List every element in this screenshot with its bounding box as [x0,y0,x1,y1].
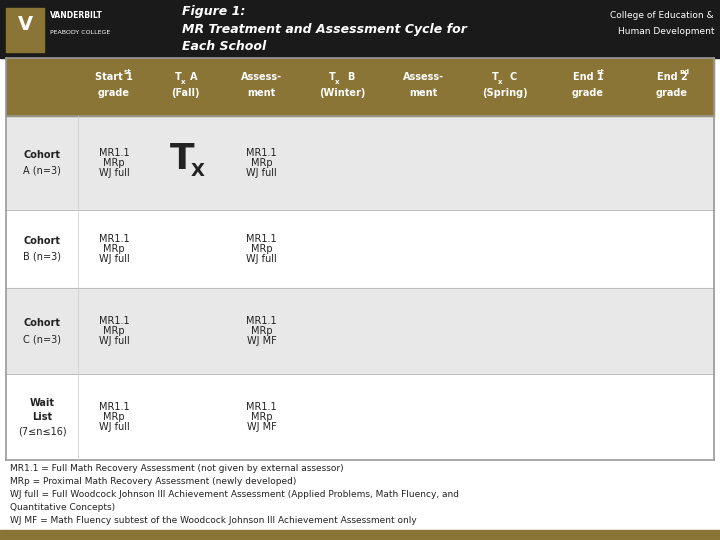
Text: MR1.1: MR1.1 [99,316,130,326]
Text: Each School: Each School [182,39,266,52]
Text: st: st [124,69,132,75]
Text: Cohort: Cohort [24,236,60,246]
Text: WJ full: WJ full [99,168,130,178]
Text: T: T [174,72,181,82]
Text: T: T [329,72,336,82]
Text: X: X [191,162,204,180]
Text: VANDERBILT: VANDERBILT [50,11,103,21]
Text: College of Education &: College of Education & [611,11,714,21]
Bar [6,374,714,460]
Text: C (n=3): C (n=3) [23,334,61,344]
Text: (Spring): (Spring) [482,88,528,98]
Bar [6,8,44,52]
Bar [6,58,714,116]
Bar [0,530,720,540]
Text: (Winter): (Winter) [320,88,366,98]
Text: MR1.1: MR1.1 [99,234,130,244]
Text: WJ MF = Math Fluency subtest of the Woodcock Johnson III Achievement Assessment : WJ MF = Math Fluency subtest of the Wood… [10,516,417,525]
Text: x: x [498,79,502,85]
Bar [6,210,714,288]
Text: Figure 1:: Figure 1: [182,5,246,18]
Text: x: x [336,79,340,85]
Text: End 1: End 1 [572,72,603,82]
Text: MRp: MRp [103,244,125,254]
Text: grade: grade [656,88,688,98]
Text: MR1.1 = Full Math Recovery Assessment (not given by external assessor): MR1.1 = Full Math Recovery Assessment (n… [10,464,343,473]
Text: WJ full: WJ full [99,254,130,264]
Text: List: List [32,412,52,422]
Text: MR1.1: MR1.1 [99,148,130,158]
Text: MRp = Proximal Math Recovery Assessment (newly developed): MRp = Proximal Math Recovery Assessment … [10,477,297,486]
Text: Human Development: Human Development [618,28,714,37]
Text: MR1.1: MR1.1 [246,402,276,412]
Text: V: V [17,15,32,33]
Text: End 2: End 2 [657,72,688,82]
Text: C: C [509,72,516,82]
Text: ment: ment [410,88,438,98]
Text: MRp: MRp [103,158,125,168]
Text: MRp: MRp [251,244,272,254]
Text: WJ full: WJ full [246,254,277,264]
Text: ment: ment [248,88,276,98]
Bar [6,288,714,374]
Text: B: B [347,72,354,82]
Text: WJ full = Full Woodcock Johnson III Achievement Assessment (Applied Problems, Ma: WJ full = Full Woodcock Johnson III Achi… [10,490,459,499]
Text: WJ full: WJ full [99,422,130,432]
Text: Cohort: Cohort [24,150,60,160]
Text: x: x [181,79,185,85]
Bar [6,116,714,210]
Text: WJ MF: WJ MF [247,422,276,432]
Text: MR1.1: MR1.1 [246,148,276,158]
Text: Quantitative Concepts): Quantitative Concepts) [10,503,115,512]
Text: MRp: MRp [251,158,272,168]
Text: Wait: Wait [30,398,55,408]
Text: MRp: MRp [103,326,125,336]
Text: T: T [169,142,194,176]
Text: B (n=3): B (n=3) [23,252,61,262]
Text: A: A [190,72,197,82]
Text: MR1.1: MR1.1 [99,402,130,412]
Text: Cohort: Cohort [24,318,60,328]
Text: Start 1: Start 1 [95,72,133,82]
Text: MR1.1: MR1.1 [246,234,276,244]
Text: MRp: MRp [251,326,272,336]
Text: T: T [491,72,498,82]
Bar [0,0,720,58]
Text: Assess-: Assess- [403,72,444,82]
Text: A (n=3): A (n=3) [23,166,61,176]
Text: MR Treatment and Assessment Cycle for: MR Treatment and Assessment Cycle for [182,24,467,37]
Text: grade: grade [572,88,604,98]
Text: MR1.1: MR1.1 [246,316,276,326]
Text: st: st [596,69,604,75]
Text: WJ MF: WJ MF [247,336,276,346]
Text: PEABODY COLLEGE: PEABODY COLLEGE [50,30,110,35]
Text: MRp: MRp [103,412,125,422]
Text: WJ full: WJ full [246,168,277,178]
Text: (7≤n≤16): (7≤n≤16) [18,426,66,436]
Text: MRp: MRp [251,412,272,422]
Text: nd: nd [679,69,689,75]
Text: grade: grade [98,88,130,98]
Text: Assess-: Assess- [241,72,282,82]
Text: (Fall): (Fall) [171,88,200,98]
Text: WJ full: WJ full [99,336,130,346]
